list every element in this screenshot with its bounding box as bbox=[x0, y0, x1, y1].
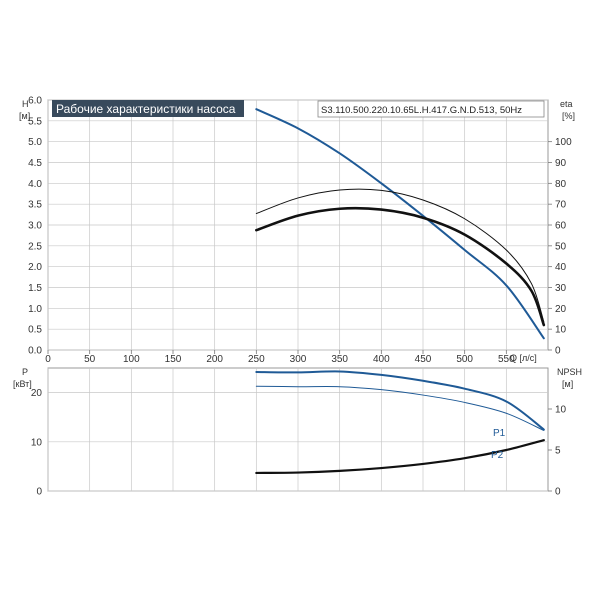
efficiency-tick-label: 50 bbox=[555, 241, 567, 252]
power-npsh-panel: 0 10 20 0 5 10 P1 P2 P [кВт] NPSH [м] bbox=[13, 367, 582, 498]
flow-tick-label: 450 bbox=[415, 354, 432, 365]
flow-tick-label: 500 bbox=[456, 354, 473, 365]
efficiency-tick-label: 80 bbox=[555, 179, 567, 190]
p1-label: P1 bbox=[493, 428, 506, 439]
efficiency-tick-label: 20 bbox=[555, 304, 567, 315]
efficiency-axis-label: eta bbox=[560, 99, 573, 109]
npsh-axis-ticks: 0 5 10 bbox=[548, 405, 567, 498]
head-tick-label: 4.0 bbox=[28, 179, 42, 190]
flow-axis-label: Q [л/с] bbox=[510, 353, 537, 363]
head-tick-label: 3.0 bbox=[28, 221, 42, 232]
curve-p2 bbox=[255, 385, 545, 431]
power-series-labels: P1 P2 bbox=[491, 428, 506, 461]
power-axis-unit: [кВт] bbox=[13, 379, 32, 389]
efficiency-tick-label: 10 bbox=[555, 325, 567, 336]
chart-title: Рабочие характеристики насоса bbox=[56, 102, 236, 116]
head-efficiency-panel: 0.00.51.01.52.02.53.03.54.04.55.05.56.0 … bbox=[19, 96, 575, 366]
flow-tick-label: 200 bbox=[206, 354, 223, 365]
head-tick-label: 5.5 bbox=[28, 116, 42, 127]
flow-tick-label: 400 bbox=[373, 354, 390, 365]
head-tick-label: 1.0 bbox=[28, 304, 42, 315]
head-axis-unit: [м] bbox=[19, 111, 30, 121]
head-tick-label: 2.0 bbox=[28, 262, 42, 273]
flow-tick-label: 550 bbox=[498, 354, 515, 365]
flow-tick-label: 100 bbox=[123, 354, 140, 365]
npsh-axis-unit: [м] bbox=[562, 379, 573, 389]
head-tick-label: 4.5 bbox=[28, 158, 42, 169]
power-axis-label: P bbox=[22, 367, 28, 377]
curve-h-0 bbox=[255, 108, 545, 340]
title-background bbox=[52, 100, 244, 117]
npsh-tick-label: 10 bbox=[555, 405, 567, 416]
flow-tick-label: 150 bbox=[165, 354, 182, 365]
curve-eta-1 bbox=[255, 206, 546, 327]
efficiency-axis-ticks: 0 10 20 30 40 50 60 70 80 90 100 bbox=[548, 137, 572, 357]
efficiency-tick-label: 60 bbox=[555, 221, 567, 232]
power-tick-label: 10 bbox=[31, 437, 43, 448]
efficiency-tick-label: 30 bbox=[555, 283, 567, 294]
power-tick-label: 0 bbox=[36, 487, 42, 498]
top-curves bbox=[255, 108, 546, 340]
p2-label: P2 bbox=[491, 450, 504, 461]
head-tick-label: 3.5 bbox=[28, 200, 42, 211]
flow-tick-label: 250 bbox=[248, 354, 265, 365]
efficiency-tick-label: 100 bbox=[555, 137, 572, 148]
efficiency-tick-label: 90 bbox=[555, 158, 567, 169]
curve-eta-2 bbox=[255, 188, 545, 323]
head-axis-label: H bbox=[22, 99, 29, 109]
model-box bbox=[317, 100, 545, 118]
head-tick-label: 0.0 bbox=[28, 346, 42, 357]
head-tick-label: 6.0 bbox=[28, 96, 42, 107]
curve-p1 bbox=[255, 370, 545, 431]
head-tick-label: 5.0 bbox=[28, 137, 42, 148]
curve-npsh bbox=[255, 439, 545, 475]
flow-tick-label: 300 bbox=[290, 354, 307, 365]
flow-tick-label: 350 bbox=[331, 354, 348, 365]
head-tick-label: 0.5 bbox=[28, 325, 42, 336]
pump-model-label: S3.110.500.220.10.65L.H.417.G.N.D.513, 5… bbox=[321, 105, 522, 116]
efficiency-tick-label: 0 bbox=[555, 346, 561, 357]
efficiency-tick-label: 40 bbox=[555, 262, 567, 273]
npsh-tick-label: 0 bbox=[555, 487, 561, 498]
head-axis-ticks: 0.0 0.5 1.0 1.5 2.0 2.5 3.0 3.5 4.0 4.5 5.0 5.5 6.0 bbox=[28, 96, 42, 357]
power-axis-ticks: 0 10 20 bbox=[31, 388, 43, 497]
npsh-tick-label: 5 bbox=[555, 446, 561, 457]
bottom-curves bbox=[255, 370, 545, 475]
flow-tick-label: 0 bbox=[45, 354, 51, 365]
flow-tick-label: 50 bbox=[84, 354, 96, 365]
efficiency-axis-unit: [%] bbox=[562, 111, 575, 121]
npsh-axis-label: NPSH bbox=[557, 367, 582, 377]
head-tick-label: 1.5 bbox=[28, 283, 42, 294]
efficiency-tick-label: 70 bbox=[555, 200, 567, 211]
head-tick-label: 2.5 bbox=[28, 241, 42, 252]
power-tick-label: 20 bbox=[31, 388, 43, 399]
top-grid bbox=[47, 99, 548, 351]
flow-axis-ticks: 0 50 100 150 200 250 300 350 400 450 500 550 bbox=[45, 350, 515, 365]
